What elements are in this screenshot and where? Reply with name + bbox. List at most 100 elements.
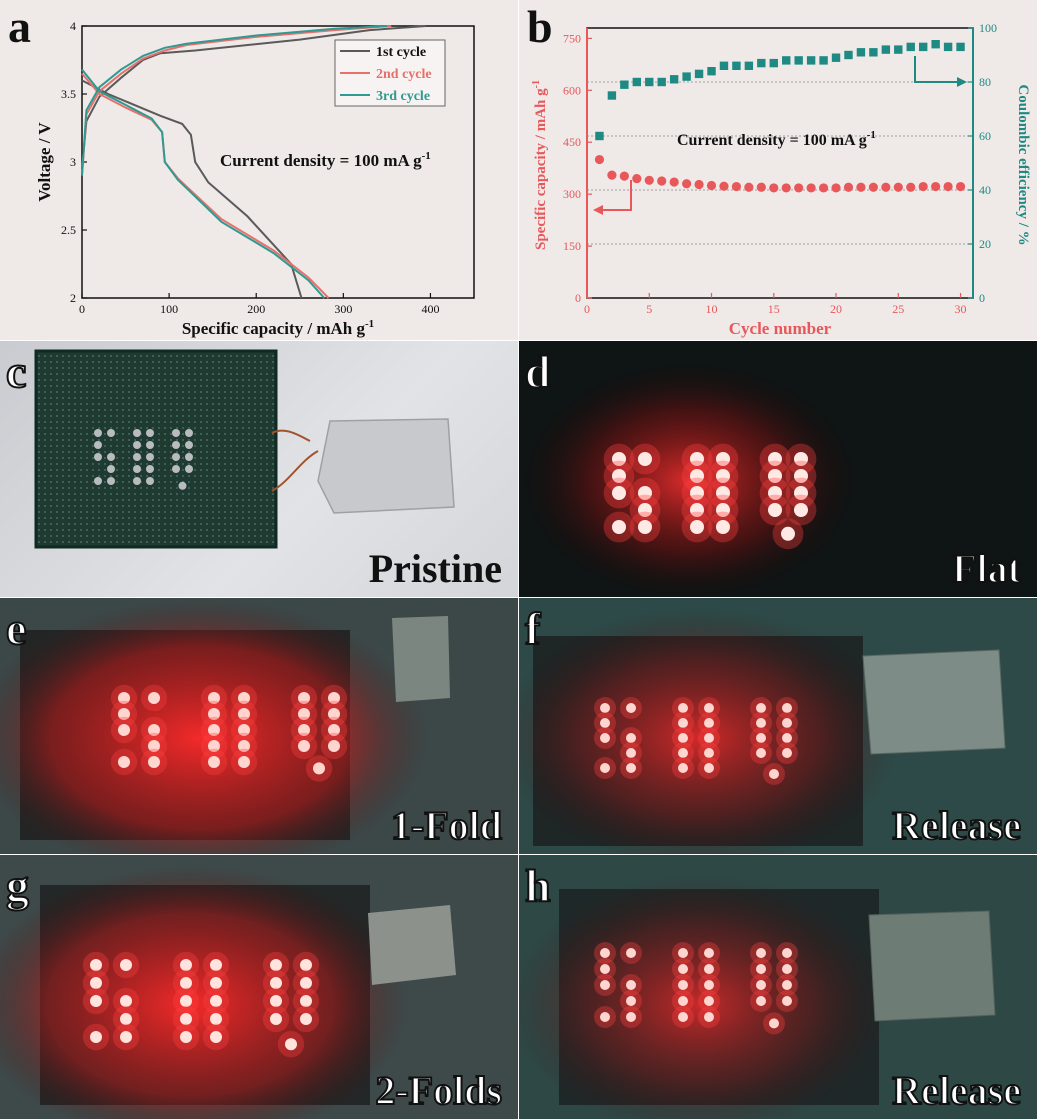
efficiency-point [794,56,803,65]
photo-flat [519,361,859,597]
led [146,453,154,461]
led [678,980,688,990]
photo-caption: 2-Folds [374,1068,503,1113]
x-tick-label: 10 [706,302,718,316]
led [716,469,730,483]
x-tick-label: 25 [892,302,904,316]
capacity-point [669,177,679,187]
led [626,980,636,990]
panel-a: 0 100 200 300 400 2 2.5 3 3.5 4 Current density =… [0,0,518,340]
photo-caption: Flat [951,546,1022,591]
led [678,964,688,974]
x-tick-label: 0 [584,302,590,316]
series-line-2-charge [81,25,392,176]
left-arrow [593,180,632,215]
capacity-point [594,154,605,165]
led [313,762,325,775]
led [704,748,714,758]
efficiency-point [757,58,766,68]
led [704,703,714,713]
photo-pristine [34,349,455,549]
led [238,708,250,720]
led [768,452,782,466]
led [704,996,714,1006]
y-axis-label: Voltage / V [35,122,54,202]
led [238,692,250,704]
led [768,503,782,517]
capacity-point [619,171,629,181]
x-axis-label: Cycle number [729,319,832,338]
efficiency-point [620,80,629,89]
led [94,441,102,449]
flexible-battery [317,418,455,514]
led [298,740,310,752]
led [638,520,652,534]
led [298,692,310,704]
led [782,733,792,743]
series-line-1-charge [81,25,427,169]
legend-entry: 2nd cycle [376,67,432,82]
x-tick-label: 200 [247,302,265,316]
efficiency-point [943,42,953,52]
efficiency-point [918,42,928,52]
panel-e: e 1-Fold [0,598,518,854]
panel-b: 0 5 10 15 20 25 30 0 150 300 450 600 750 0 20 40 60 80 100… [519,0,1037,340]
led [146,477,154,485]
led-array [94,429,193,490]
efficiency-point [694,69,704,79]
led [704,733,714,743]
y-axis-right-label: Coulombic efficiency / % [1015,84,1031,245]
led [678,733,688,743]
led [180,977,192,989]
led [678,948,688,958]
led [107,465,115,473]
led [210,977,222,989]
legend: 1st cycle 2nd cycle 3rd cycle [334,39,446,107]
led [133,429,141,437]
led [716,503,730,517]
x-tick-label: 400 [421,302,439,316]
panel-label: c [5,346,27,397]
led [90,959,102,971]
led [782,996,792,1006]
led [600,980,610,990]
annotation: Current density = 100 mA g-1 [677,129,876,149]
led [120,1031,132,1043]
led [270,959,282,971]
y-right-tick-label: 0 [979,291,985,305]
y-tick-label: 2 [70,291,76,305]
led [94,477,102,485]
capacity-point [931,181,941,192]
led [782,948,792,958]
led [782,980,792,990]
led [756,733,766,743]
efficiency-point [881,45,891,54]
led [690,520,704,534]
led [678,1012,688,1022]
led [180,1031,192,1043]
efficiency-point [632,77,642,87]
series-line-1-discharge [81,79,303,299]
led [638,503,652,517]
efficiency-point [844,50,853,60]
capacity-point [856,182,866,192]
photo-1-fold [0,598,450,854]
photo-release-2 [519,875,996,1119]
y-left-tick-label: 750 [563,31,581,45]
led [208,708,220,720]
led [118,724,130,736]
led [328,724,340,736]
x-tick-label: 300 [334,302,352,316]
x-tick-label: 20 [830,302,842,316]
chart-a: 0 100 200 300 400 2 2.5 3 3.5 4 Current density =… [35,19,475,338]
led [600,703,610,713]
panel-h: h Release [519,855,1037,1119]
panel-d: d Flat [519,341,1037,597]
led [118,756,130,768]
y-left-tick-label: 300 [563,187,581,201]
flexible-battery [868,910,996,1022]
led [208,692,220,704]
led [180,1013,192,1025]
led [716,520,730,534]
efficiency-point [806,56,816,65]
